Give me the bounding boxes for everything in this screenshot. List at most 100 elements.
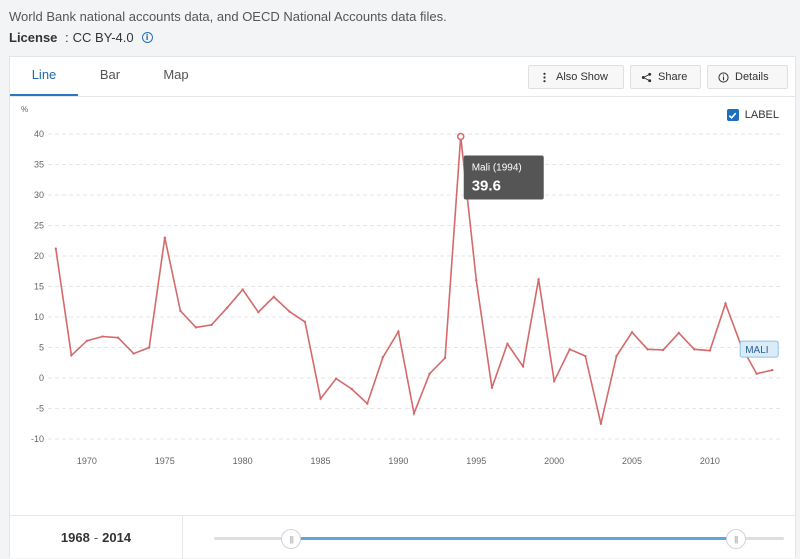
x-tick-label: 1995 bbox=[466, 456, 486, 466]
label-toggle[interactable]: LABEL bbox=[726, 109, 779, 121]
tab-line[interactable]: Line bbox=[10, 57, 78, 96]
data-point[interactable] bbox=[661, 348, 665, 352]
data-point[interactable] bbox=[101, 335, 104, 338]
info-circle-icon bbox=[718, 71, 729, 83]
data-point[interactable] bbox=[568, 348, 571, 351]
series-label-background bbox=[739, 340, 779, 358]
data-point[interactable] bbox=[148, 346, 151, 349]
x-tick-label: 1990 bbox=[388, 456, 408, 466]
data-point[interactable] bbox=[70, 354, 73, 357]
line-chart: % 40 35 30 25 20 15 10 5 0 -5 -10 1970 1975 1980 1985… bbox=[21, 105, 780, 466]
y-tick-label: 20 bbox=[34, 251, 44, 261]
series-label-text: MALI bbox=[745, 345, 768, 356]
tooltip-value: 39.6 bbox=[472, 177, 501, 194]
range-footer: 1968-2014 ||| ||| bbox=[10, 515, 795, 559]
data-point[interactable] bbox=[693, 348, 696, 351]
data-point[interactable] bbox=[521, 365, 525, 368]
source-text: World Bank national accounts data, and O… bbox=[9, 9, 447, 24]
range-end: 2014 bbox=[102, 530, 132, 545]
data-point[interactable] bbox=[412, 412, 416, 415]
data-point[interactable] bbox=[194, 326, 198, 329]
data-point[interactable] bbox=[350, 387, 353, 391]
series-line-mali bbox=[55, 136, 773, 424]
data-point[interactable] bbox=[724, 302, 727, 305]
data-point[interactable] bbox=[646, 348, 649, 351]
data-point[interactable] bbox=[397, 330, 400, 333]
year-range-slider[interactable]: ||| ||| bbox=[214, 529, 784, 549]
range-start: 1968 bbox=[60, 530, 90, 545]
share-button[interactable]: Share bbox=[630, 65, 701, 89]
data-point[interactable] bbox=[334, 377, 338, 380]
data-point[interactable] bbox=[506, 342, 509, 346]
slider-fill bbox=[291, 537, 736, 540]
y-tick-label: 0 bbox=[39, 373, 44, 383]
data-point[interactable] bbox=[677, 331, 680, 335]
data-point[interactable] bbox=[319, 397, 322, 400]
license-label: License bbox=[9, 30, 58, 45]
data-point[interactable] bbox=[54, 247, 57, 250]
details-button[interactable]: Details bbox=[707, 65, 788, 89]
data-point[interactable] bbox=[755, 372, 758, 375]
data-point[interactable] bbox=[381, 356, 385, 359]
tab-bar-chart[interactable]: Bar bbox=[99, 67, 121, 82]
data-point[interactable] bbox=[490, 386, 494, 389]
x-tick-labels: 1970 1975 1980 1985 1990 1995 2000 2005 2010 bbox=[77, 456, 720, 466]
data-point[interactable] bbox=[210, 323, 213, 327]
chart-panel: Line Bar Map Also Show Share Details LAB… bbox=[9, 56, 796, 559]
tab-map[interactable]: Map bbox=[163, 67, 189, 82]
also-show-label: Also Show bbox=[556, 71, 608, 83]
y-axis-label: % bbox=[21, 105, 28, 114]
x-tick-label: 2010 bbox=[700, 456, 720, 466]
info-icon[interactable]: i bbox=[141, 32, 153, 43]
data-point[interactable] bbox=[537, 277, 540, 281]
data-point[interactable] bbox=[599, 422, 603, 425]
grip-icon: ||| bbox=[734, 534, 738, 544]
data-point[interactable] bbox=[428, 372, 431, 375]
data-point[interactable] bbox=[615, 354, 618, 358]
label-checkbox[interactable] bbox=[726, 109, 739, 121]
data-point[interactable] bbox=[132, 352, 135, 355]
tab-bar: Line Bar Map Also Show Share Details bbox=[10, 57, 795, 97]
data-point[interactable] bbox=[303, 320, 307, 324]
y-tick-label: 30 bbox=[34, 190, 44, 200]
data-point[interactable] bbox=[179, 309, 182, 313]
y-tick-label: 35 bbox=[34, 160, 44, 170]
tooltip-title: Mali (1994) bbox=[472, 162, 522, 173]
data-point[interactable] bbox=[584, 354, 587, 358]
data-point[interactable] bbox=[443, 356, 447, 360]
range-display: 1968-2014 bbox=[10, 516, 183, 559]
tooltip-background bbox=[463, 155, 544, 200]
data-point[interactable] bbox=[475, 279, 478, 282]
license-line: License : CC BY-4.0 i bbox=[9, 30, 153, 45]
data-point[interactable] bbox=[163, 236, 167, 239]
series-points bbox=[54, 132, 774, 425]
x-tick-label: 2005 bbox=[622, 456, 642, 466]
data-point[interactable] bbox=[630, 331, 634, 334]
data-point[interactable] bbox=[552, 379, 556, 383]
data-point[interactable] bbox=[771, 368, 774, 372]
data-point[interactable] bbox=[708, 349, 712, 352]
grip-icon: ||| bbox=[289, 534, 294, 544]
share-icon bbox=[641, 72, 652, 82]
range-dash: - bbox=[93, 530, 99, 545]
also-show-button[interactable]: Also Show bbox=[528, 65, 624, 89]
data-point[interactable] bbox=[116, 336, 120, 339]
y-tick-label: 25 bbox=[34, 221, 44, 231]
data-point[interactable] bbox=[85, 339, 89, 342]
data-point[interactable] bbox=[257, 310, 260, 314]
checkmark-icon bbox=[729, 112, 737, 119]
y-tick-label: 10 bbox=[34, 312, 44, 322]
details-label: Details bbox=[735, 71, 769, 83]
data-point[interactable] bbox=[366, 402, 369, 405]
license-value: CC BY-4.0 bbox=[72, 30, 134, 45]
data-point[interactable] bbox=[225, 306, 229, 310]
slider-handle-end[interactable]: ||| bbox=[725, 529, 746, 549]
data-point[interactable] bbox=[241, 288, 244, 291]
license-separator: : bbox=[61, 30, 69, 45]
data-point[interactable] bbox=[272, 295, 276, 299]
slider-handle-start[interactable]: ||| bbox=[281, 529, 302, 549]
data-point[interactable] bbox=[456, 132, 465, 141]
data-point[interactable] bbox=[288, 310, 291, 313]
y-tick-label: 40 bbox=[34, 129, 44, 139]
x-tick-label: 1985 bbox=[311, 456, 331, 466]
